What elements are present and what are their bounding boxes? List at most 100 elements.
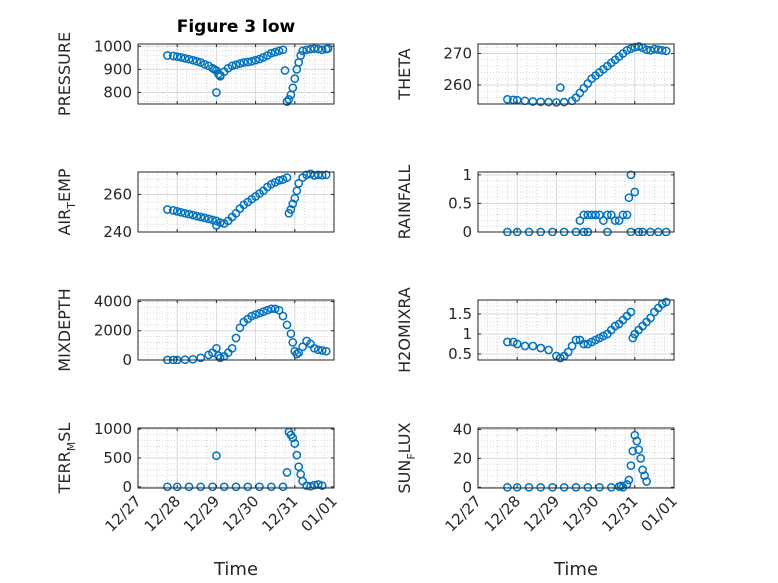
data-point <box>251 55 260 65</box>
data-point <box>292 349 302 359</box>
data-point <box>270 47 280 57</box>
data-point <box>274 305 284 315</box>
y-axis-label: H2OMIXRA <box>395 287 414 373</box>
data-point <box>640 471 649 481</box>
data-point <box>284 95 294 104</box>
y-axis-label: AIRTEMP <box>55 168 78 235</box>
data-point <box>626 44 636 54</box>
data-point <box>288 199 298 209</box>
data-series <box>163 169 331 230</box>
data-point <box>192 211 202 221</box>
data-point <box>188 354 198 364</box>
axes-box <box>137 43 335 105</box>
data-point <box>266 48 276 58</box>
data-point <box>294 348 304 358</box>
data-point <box>235 323 245 333</box>
y-tick-label: 800 <box>103 83 132 101</box>
y-axis-label: SUNFLUX <box>395 422 418 493</box>
axes-box <box>477 299 675 361</box>
data-point <box>292 450 302 460</box>
data-point <box>231 333 241 343</box>
data-point <box>317 481 327 491</box>
subplot-5: 0 2000 4000 MIXDEPTH <box>55 288 335 372</box>
data-point <box>196 353 206 363</box>
data-point <box>559 97 569 107</box>
y-tick-label: 500 <box>103 449 132 467</box>
data-point <box>603 210 612 220</box>
data-point <box>243 482 253 492</box>
data-point <box>555 83 565 92</box>
data-point <box>196 482 206 492</box>
y-tick-label: 900 <box>103 60 132 78</box>
data-point <box>310 343 319 353</box>
data-point <box>636 454 646 463</box>
data-point <box>579 339 589 349</box>
data-point <box>239 58 249 67</box>
data-point <box>263 305 272 315</box>
data-point <box>247 56 257 66</box>
axes-box <box>137 171 335 233</box>
data-point <box>235 59 245 68</box>
data-point <box>286 205 296 214</box>
y-axis-label: PRESSURE <box>55 32 74 116</box>
data-point <box>503 94 512 104</box>
data-point <box>172 207 182 216</box>
x-tick-label: 01/01 <box>638 492 681 535</box>
data-point <box>313 345 323 355</box>
data-point <box>614 216 624 225</box>
data-point <box>317 45 327 55</box>
data-point <box>266 304 276 314</box>
x-tick-label: 12/31 <box>258 492 301 535</box>
data-point <box>661 46 671 56</box>
axes-box <box>477 43 675 105</box>
data-point <box>559 482 569 492</box>
y-tick-label: 0 <box>122 478 132 496</box>
y-tick-label: 240 <box>103 223 132 241</box>
data-point <box>646 313 655 323</box>
data-point <box>296 51 306 60</box>
x-tick-label: 12/27 <box>102 492 145 535</box>
data-point <box>172 52 182 62</box>
data-point <box>274 46 284 56</box>
data-point <box>298 46 307 56</box>
y-tick-label: 260 <box>103 186 132 204</box>
subplot-8: 0 20 40 SUNFLUX 12/2712/2812/2912/3012/3101/… <box>395 420 681 580</box>
data-point <box>567 341 577 351</box>
data-point <box>251 310 260 319</box>
data-point <box>212 88 221 97</box>
data-point <box>270 304 280 314</box>
data-point <box>278 311 288 321</box>
x-tick-label: 12/30 <box>559 492 602 535</box>
data-point <box>184 209 194 219</box>
data-point <box>306 481 315 491</box>
y-tick-label: 1000 <box>94 420 132 438</box>
data-point <box>632 436 642 446</box>
data-point <box>298 342 307 352</box>
y-tick-label: 1 <box>462 325 472 343</box>
x-tick-label: 12/31 <box>598 492 641 535</box>
subplot-2: 260 270 THETA <box>395 42 675 107</box>
data-point <box>528 341 538 351</box>
subplot-6: 0.5 1 1.5 H2OMIXRA <box>395 287 675 373</box>
data-point <box>638 465 647 475</box>
axes-box <box>137 299 335 361</box>
data-point <box>628 446 638 456</box>
data-point <box>247 311 257 321</box>
data-point <box>583 482 593 492</box>
data-point <box>163 205 172 214</box>
data-series <box>163 44 333 107</box>
subplot-7: 0 500 1000 TERRMSL 12/2712/2812/2912/3012/31… <box>55 420 341 580</box>
data-point <box>290 439 300 448</box>
y-tick-label: 0 <box>462 478 472 496</box>
axes-box <box>477 171 675 233</box>
minor-grid <box>478 44 674 105</box>
data-point <box>266 482 276 492</box>
minor-grid <box>478 172 674 233</box>
data-point <box>176 53 186 62</box>
minor-grid <box>138 300 334 361</box>
data-point <box>575 216 585 225</box>
data-point <box>188 55 198 65</box>
data-point <box>571 482 581 492</box>
data-point <box>243 57 253 67</box>
y-tick-label: 270 <box>443 44 472 62</box>
